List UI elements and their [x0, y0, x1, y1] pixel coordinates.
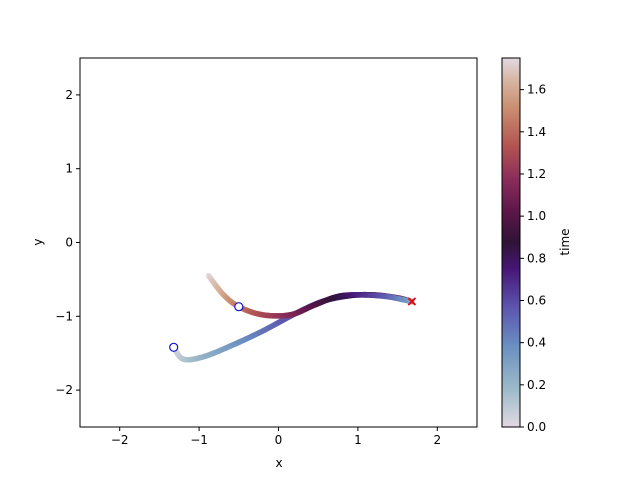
plot-frame	[79, 57, 478, 428]
colorbar: 0.0 0.2 0.4 0.6 0.8 1.0 1.2 1.4 1.6 time	[501, 57, 572, 434]
colorbar-tick-label: 0.4	[527, 336, 546, 350]
x-axis-ticks: −2 −1 0 1 2	[111, 427, 441, 447]
x-tick-label: 1	[354, 433, 362, 447]
x-tick-label: 2	[433, 433, 441, 447]
y-tick-label: 2	[65, 88, 73, 102]
x-tick-label: 0	[275, 433, 283, 447]
marker-layer	[169, 297, 417, 352]
colorbar-tick-label: 1.0	[527, 209, 546, 223]
colorbar-tick-label: 1.4	[527, 125, 546, 139]
colorbar-ticks: 0.0 0.2 0.4 0.6 0.8 1.0 1.2 1.4 1.6	[520, 83, 546, 434]
colorbar-tick-label: 1.6	[527, 83, 546, 97]
series-layer	[170, 272, 415, 363]
colorbar-tick-label: 0.6	[527, 293, 546, 307]
plot-area: −2 −1 0 1 2 −2 −1 0 1 2	[55, 57, 478, 447]
colorbar-label: time	[558, 228, 572, 255]
x-axis-label: x	[275, 456, 282, 470]
colorbar-tick-label: 0.2	[527, 378, 546, 392]
y-tick-label: −1	[55, 309, 73, 323]
start-marker	[169, 342, 179, 352]
y-tick-label: −2	[55, 383, 73, 397]
colorbar-tick-label: 0.0	[527, 420, 546, 434]
y-tick-label: 1	[65, 162, 73, 176]
end-marker	[407, 297, 417, 306]
y-tick-label: 0	[65, 236, 73, 250]
trajectory-1	[170, 291, 415, 363]
x-tick-label: −1	[190, 433, 208, 447]
y-axis-label: y	[31, 238, 45, 245]
start-marker	[234, 302, 244, 312]
colorbar-tick-label: 1.2	[527, 167, 546, 181]
y-axis-ticks: −2 −1 0 1 2	[55, 88, 80, 397]
colorbar-gradient	[501, 57, 521, 428]
x-tick-label: −2	[111, 433, 129, 447]
end-marker-stroke	[407, 297, 417, 306]
colorbar-tick-label: 0.8	[527, 251, 546, 265]
